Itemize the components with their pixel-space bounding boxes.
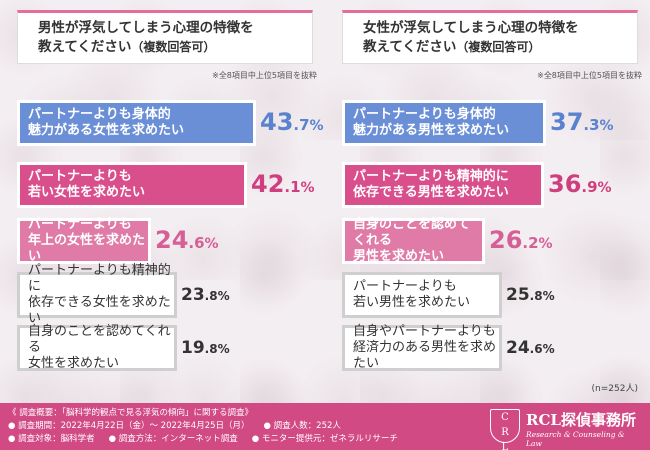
value-unit-0-4: % (217, 342, 230, 356)
value-int-1-2: 26 (489, 226, 523, 254)
bar-0-0: パートナーよりも身体的 魅力がある女性を求めたい (17, 100, 256, 146)
value-int-1-3: 25 (506, 285, 530, 305)
survey-period: ● 調査期間：2022年4月22日（金）～ 2022年4月25日（月） (8, 421, 250, 431)
value-unit-0-1: % (300, 180, 315, 196)
value-dec-0-3: .8 (204, 289, 218, 303)
bar-label-0-4: 自身のことを認めてくれる 女性を求めたい (28, 324, 171, 371)
bar-label-1-2: 自身のことを認めてくれる 男性を求めたい (353, 217, 471, 264)
title-male-sub: （複数回答可） (131, 40, 216, 54)
emblem-letter-c: C (501, 412, 509, 423)
bar-item-0-4: 自身のことを認めてくれる 女性を求めたい 19.8% (17, 324, 322, 371)
value-label-1-2: 26.2% (489, 226, 553, 254)
value-dec-0-2: .6 (188, 234, 205, 252)
bar-label-0-3: パートナーよりも精神的に 依存できる女性を求めたい (28, 263, 171, 326)
bar-1-4: 自身やパートナーよりも 経済力のある男性を求めたい (342, 324, 502, 371)
bar-1-1: パートナーよりも精神的に 依存できる男性を求めたい (342, 162, 544, 208)
bar-item-0-2: パートナーよりも 年上の女性を求めたい 24.6% (17, 217, 322, 264)
survey-method: ● 調査方法：インターネット調査 (108, 434, 238, 444)
value-label-0-4: 19.8% (181, 338, 230, 358)
bar-0-4: 自身のことを認めてくれる 女性を求めたい (17, 324, 177, 371)
value-dec-0-1: .1 (284, 178, 301, 196)
value-label-1-0: 37.3% (550, 108, 614, 136)
survey-count: ● 調査人数：252人 (263, 421, 341, 431)
bar-label-0-0: パートナーよりも身体的 魅力がある女性を求めたい (28, 107, 185, 138)
title-male-line1: 男性が浮気してしまう心理の特徴を (38, 20, 254, 36)
value-int-0-1: 42 (251, 170, 285, 198)
value-dec-1-3: .8 (529, 289, 543, 303)
logo-tagline: Research & Counseling & Law (526, 430, 625, 448)
emblem-letter-r: R (501, 427, 509, 438)
shield-icon: C R L (490, 409, 520, 450)
emblem-letter-l: L (501, 442, 509, 450)
bar-0-1: パートナーよりも 若い女性を求めたい (17, 162, 247, 208)
bar-label-0-2: パートナーよりも 年上の女性を求めたい (28, 217, 146, 264)
value-unit-1-2: % (538, 236, 553, 252)
bar-1-2: 自身のことを認めてくれる 男性を求めたい (342, 217, 485, 264)
value-label-1-1: 36.9% (548, 170, 612, 198)
bar-item-1-3: パートナーよりも 若い男性を求めたい 25.8% (342, 272, 647, 318)
value-unit-1-4: % (542, 342, 555, 356)
value-label-1-4: 24.6% (506, 338, 555, 358)
value-int-0-3: 23 (181, 285, 205, 305)
value-label-1-3: 25.8% (506, 285, 555, 305)
value-int-1-1: 36 (548, 170, 582, 198)
logo-name: RCL探偵事務所 (526, 411, 636, 429)
value-label-0-1: 42.1% (251, 170, 315, 198)
value-int-1-4: 24 (506, 338, 530, 358)
survey-title: 《 調査概要：「脳科学的観点で見る浮気の傾向」に関する調査》 (8, 408, 253, 418)
bar-item-1-4: 自身やパートナーよりも 経済力のある男性を求めたい 24.6% (342, 324, 647, 371)
panel-female: 女性が浮気してしまう心理の特徴を 教えてください（複数回答可） ※全8項目中上位… (325, 0, 650, 400)
title-female-line2: 教えてください (363, 39, 457, 55)
value-label-0-0: 43.7% (260, 108, 324, 136)
value-unit-0-3: % (217, 289, 230, 303)
value-unit-0-2: % (204, 236, 219, 252)
bar-item-1-0: パートナーよりも身体的 魅力がある男性を求めたい 37.3% (342, 100, 647, 146)
value-dec-1-2: .2 (522, 234, 539, 252)
panel-male: 男性が浮気してしまう心理の特徴を 教えてください（複数回答可） ※全8項目中上位… (0, 0, 325, 400)
bar-item-1-1: パートナーよりも精神的に 依存できる男性を求めたい 36.9% (342, 162, 647, 208)
bar-label-1-4: 自身やパートナーよりも 経済力のある男性を求めたい (353, 324, 497, 371)
bar-label-1-1: パートナーよりも精神的に 依存できる男性を求めたい (353, 169, 509, 200)
bar-item-0-3: パートナーよりも精神的に 依存できる女性を求めたい 23.8% (17, 263, 322, 326)
value-int-0-2: 24 (155, 226, 189, 254)
bar-label-0-1: パートナーよりも 若い女性を求めたい (28, 169, 146, 200)
bar-item-0-1: パートナーよりも 若い女性を求めたい 42.1% (17, 162, 322, 208)
value-dec-1-4: .6 (529, 342, 543, 356)
title-male-line2: 教えてください (38, 39, 132, 55)
title-box-female: 女性が浮気してしまう心理の特徴を 教えてください（複数回答可） (342, 10, 638, 64)
bar-label-1-3: パートナーよりも 若い男性を求めたい (353, 279, 471, 310)
sample-size-note: (n=252人) (591, 384, 638, 394)
value-int-0-0: 43 (260, 108, 294, 136)
title-female: 女性が浮気してしまう心理の特徴を 教えてください（複数回答可） (363, 19, 627, 57)
bar-item-0-0: パートナーよりも身体的 魅力がある女性を求めたい 43.7% (17, 100, 324, 146)
value-unit-1-1: % (597, 180, 612, 196)
value-unit-1-3: % (542, 289, 555, 303)
value-unit-1-0: % (599, 118, 614, 134)
value-dec-1-0: .3 (583, 116, 600, 134)
title-female-sub: （複数回答可） (456, 40, 541, 54)
value-label-0-3: 23.8% (181, 285, 230, 305)
bar-item-1-2: 自身のことを認めてくれる 男性を求めたい 26.2% (342, 217, 647, 264)
note-female: ※全8項目中上位5項目を抜粋 (537, 71, 642, 80)
title-box-male: 男性が浮気してしまう心理の特徴を 教えてください（複数回答可） (17, 10, 313, 64)
title-female-line1: 女性が浮気してしまう心理の特徴を (363, 20, 579, 36)
bar-1-0: パートナーよりも身体的 魅力がある男性を求めたい (342, 100, 546, 146)
value-dec-1-1: .9 (581, 178, 598, 196)
value-dec-0-0: .7 (293, 116, 310, 134)
survey-target: ● 調査対象：脳科学者 (8, 434, 95, 444)
bar-0-3: パートナーよりも精神的に 依存できる女性を求めたい (17, 263, 177, 326)
bar-1-3: パートナーよりも 若い男性を求めたい (342, 272, 502, 318)
value-unit-0-0: % (309, 118, 324, 134)
survey-provider: ● モニター提供元：ゼネラルリサーチ (251, 434, 398, 444)
rcl-logo: C R L RCL探偵事務所 Research & Counseling & L… (490, 407, 640, 450)
bar-label-1-0: パートナーよりも身体的 魅力がある男性を求めたい (353, 107, 510, 138)
bar-0-2: パートナーよりも 年上の女性を求めたい (17, 217, 151, 264)
value-dec-0-4: .8 (204, 342, 218, 356)
value-int-1-0: 37 (550, 108, 584, 136)
survey-footer: 《 調査概要：「脳科学的観点で見る浮気の傾向」に関する調査》 ● 調査期間：20… (0, 403, 650, 450)
value-label-0-2: 24.6% (155, 226, 219, 254)
title-male: 男性が浮気してしまう心理の特徴を 教えてください（複数回答可） (38, 19, 302, 57)
value-int-0-4: 19 (181, 338, 205, 358)
note-male: ※全8項目中上位5項目を抜粋 (212, 71, 317, 80)
